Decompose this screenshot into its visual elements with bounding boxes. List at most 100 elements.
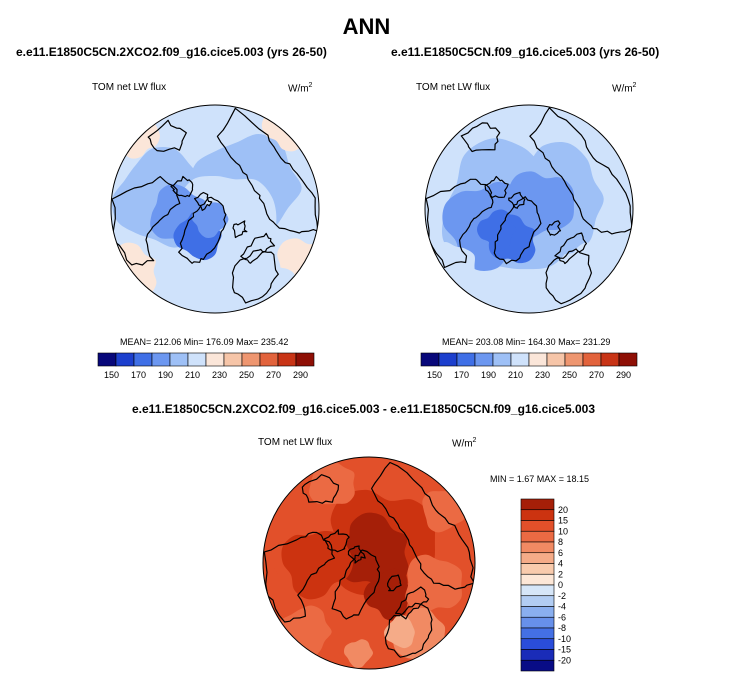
coastline-canada <box>263 531 336 623</box>
colorbar-tick-label: -4 <box>558 602 566 612</box>
panel3-units: W/m2 <box>452 437 476 449</box>
colorbar-tick-label: -15 <box>558 645 571 655</box>
panel1-polar-map <box>110 104 320 314</box>
colorbar-tick-label: 210 <box>508 370 523 380</box>
colorbar-tick-label: -20 <box>558 655 571 665</box>
coastline-greenland <box>493 196 542 265</box>
colorbar-tick-label: 0 <box>558 580 563 590</box>
map-field <box>263 457 475 669</box>
colorbar-swatch <box>438 352 458 367</box>
colorbar-swatch <box>187 352 207 367</box>
panel1-units-base: W/m <box>288 83 309 95</box>
colorbar-tick-label: 10 <box>558 526 568 536</box>
colorbar-swatch <box>520 659 555 672</box>
colorbar-tick-label: 270 <box>266 370 281 380</box>
colorbar-swatch <box>420 352 440 367</box>
panel2-colorbar: 150 170 190 210 230 250 270 290 <box>420 352 638 380</box>
panel2-units-exp: 2 <box>632 82 637 89</box>
colorbar-swatch <box>564 352 584 367</box>
colorbar-tick-label: 250 <box>562 370 577 380</box>
colorbar-tick-label: 290 <box>616 370 631 380</box>
colorbar-swatch <box>528 352 548 367</box>
map-contour-region <box>336 512 409 588</box>
colorbar-tick-label: 250 <box>239 370 254 380</box>
coastline-canada <box>425 178 494 269</box>
colorbar-swatch <box>520 552 555 564</box>
colorbar-tick-label: 2 <box>558 569 563 579</box>
coastline-arch2 <box>194 191 213 211</box>
map-contour-region <box>281 531 354 600</box>
colorbar-tick-label: 270 <box>589 370 604 380</box>
colorbar-swatch <box>520 520 555 532</box>
colorbar-swatch <box>223 352 243 367</box>
map-boundary <box>262 456 476 670</box>
coastline-europe <box>231 248 279 304</box>
map-field <box>425 105 633 313</box>
panel3-units-exp: 2 <box>472 437 477 444</box>
coastline-europe <box>384 602 433 658</box>
colorbar-tick-label: -8 <box>558 623 566 633</box>
colorbar-swatch <box>520 616 555 629</box>
coastline-svalbard <box>387 574 402 592</box>
coastline-canada <box>111 176 181 266</box>
coastline-alaska <box>147 119 187 152</box>
map-contour-region <box>277 238 319 295</box>
colorbar-tick-label: 170 <box>454 370 469 380</box>
coastline-arch1 <box>323 529 350 553</box>
coastline-scand <box>240 232 276 264</box>
colorbar-tick-label: 190 <box>158 370 173 380</box>
colorbar-tick-label: -10 <box>558 634 571 644</box>
colorbar-tick-label: 4 <box>558 559 563 569</box>
coastline-svalbard <box>232 220 248 239</box>
colorbar-tick-label: 230 <box>535 370 550 380</box>
coastline-alaska <box>301 474 340 504</box>
coastline-greenland <box>331 549 380 620</box>
map-contour-region <box>343 639 374 668</box>
map-contour-region <box>191 202 229 238</box>
colorbar-swatch <box>520 563 555 575</box>
map-contour-region <box>476 209 517 251</box>
colorbar-swatch <box>520 649 555 661</box>
colorbar-swatch <box>520 573 555 586</box>
colorbar-swatch <box>456 352 476 367</box>
panel1-units: W/m2 <box>288 82 312 94</box>
colorbar-swatch <box>520 638 555 650</box>
colorbar-swatch <box>115 352 135 367</box>
colorbar-swatch <box>520 530 555 543</box>
panel1-title: e.e11.E1850C5CN.2XCO2.f09_g16.cice5.003 … <box>16 45 327 59</box>
panel1-field-label: TOM net LW flux <box>92 82 167 93</box>
coastline-siberia <box>371 461 475 590</box>
colorbar-swatch <box>600 352 620 367</box>
colorbar-swatch <box>97 352 117 367</box>
colorbar-swatch <box>169 352 189 367</box>
panel3-units-base: W/m <box>452 438 473 450</box>
colorbar-tick-label: 170 <box>131 370 146 380</box>
colorbar-tick-label: 150 <box>427 370 442 380</box>
coastline-scand <box>395 586 430 620</box>
colorbar-swatch <box>582 352 602 367</box>
colorbar-swatch <box>259 352 279 367</box>
colorbar-swatch <box>520 509 555 521</box>
colorbar-swatch <box>474 352 494 367</box>
figure-title: ANN <box>342 14 391 39</box>
colorbar-tick-label: -6 <box>558 612 566 622</box>
map-boundary <box>110 104 320 314</box>
colorbar-tick-label: 150 <box>104 370 119 380</box>
colorbar-swatch <box>546 352 566 367</box>
colorbar-tick-label: 6 <box>558 548 563 558</box>
panel1-stats: MEAN= 212.06 Min= 176.09 Max= 235.42 <box>120 337 289 347</box>
colorbar-swatch <box>295 352 315 367</box>
colorbar-swatch <box>520 498 555 511</box>
panel3-polar-map <box>262 456 476 670</box>
colorbar-swatch <box>277 352 297 367</box>
coastline-arch2 <box>508 191 526 209</box>
coastline-siberia <box>529 107 633 235</box>
colorbar-swatch <box>133 352 153 367</box>
colorbar-tick-label: 20 <box>558 505 568 515</box>
map-contour-region <box>363 568 415 621</box>
colorbar-swatch <box>520 584 555 597</box>
coastline-svalbard <box>546 220 562 236</box>
map-boundary <box>424 104 634 314</box>
colorbar-swatch <box>520 627 555 640</box>
